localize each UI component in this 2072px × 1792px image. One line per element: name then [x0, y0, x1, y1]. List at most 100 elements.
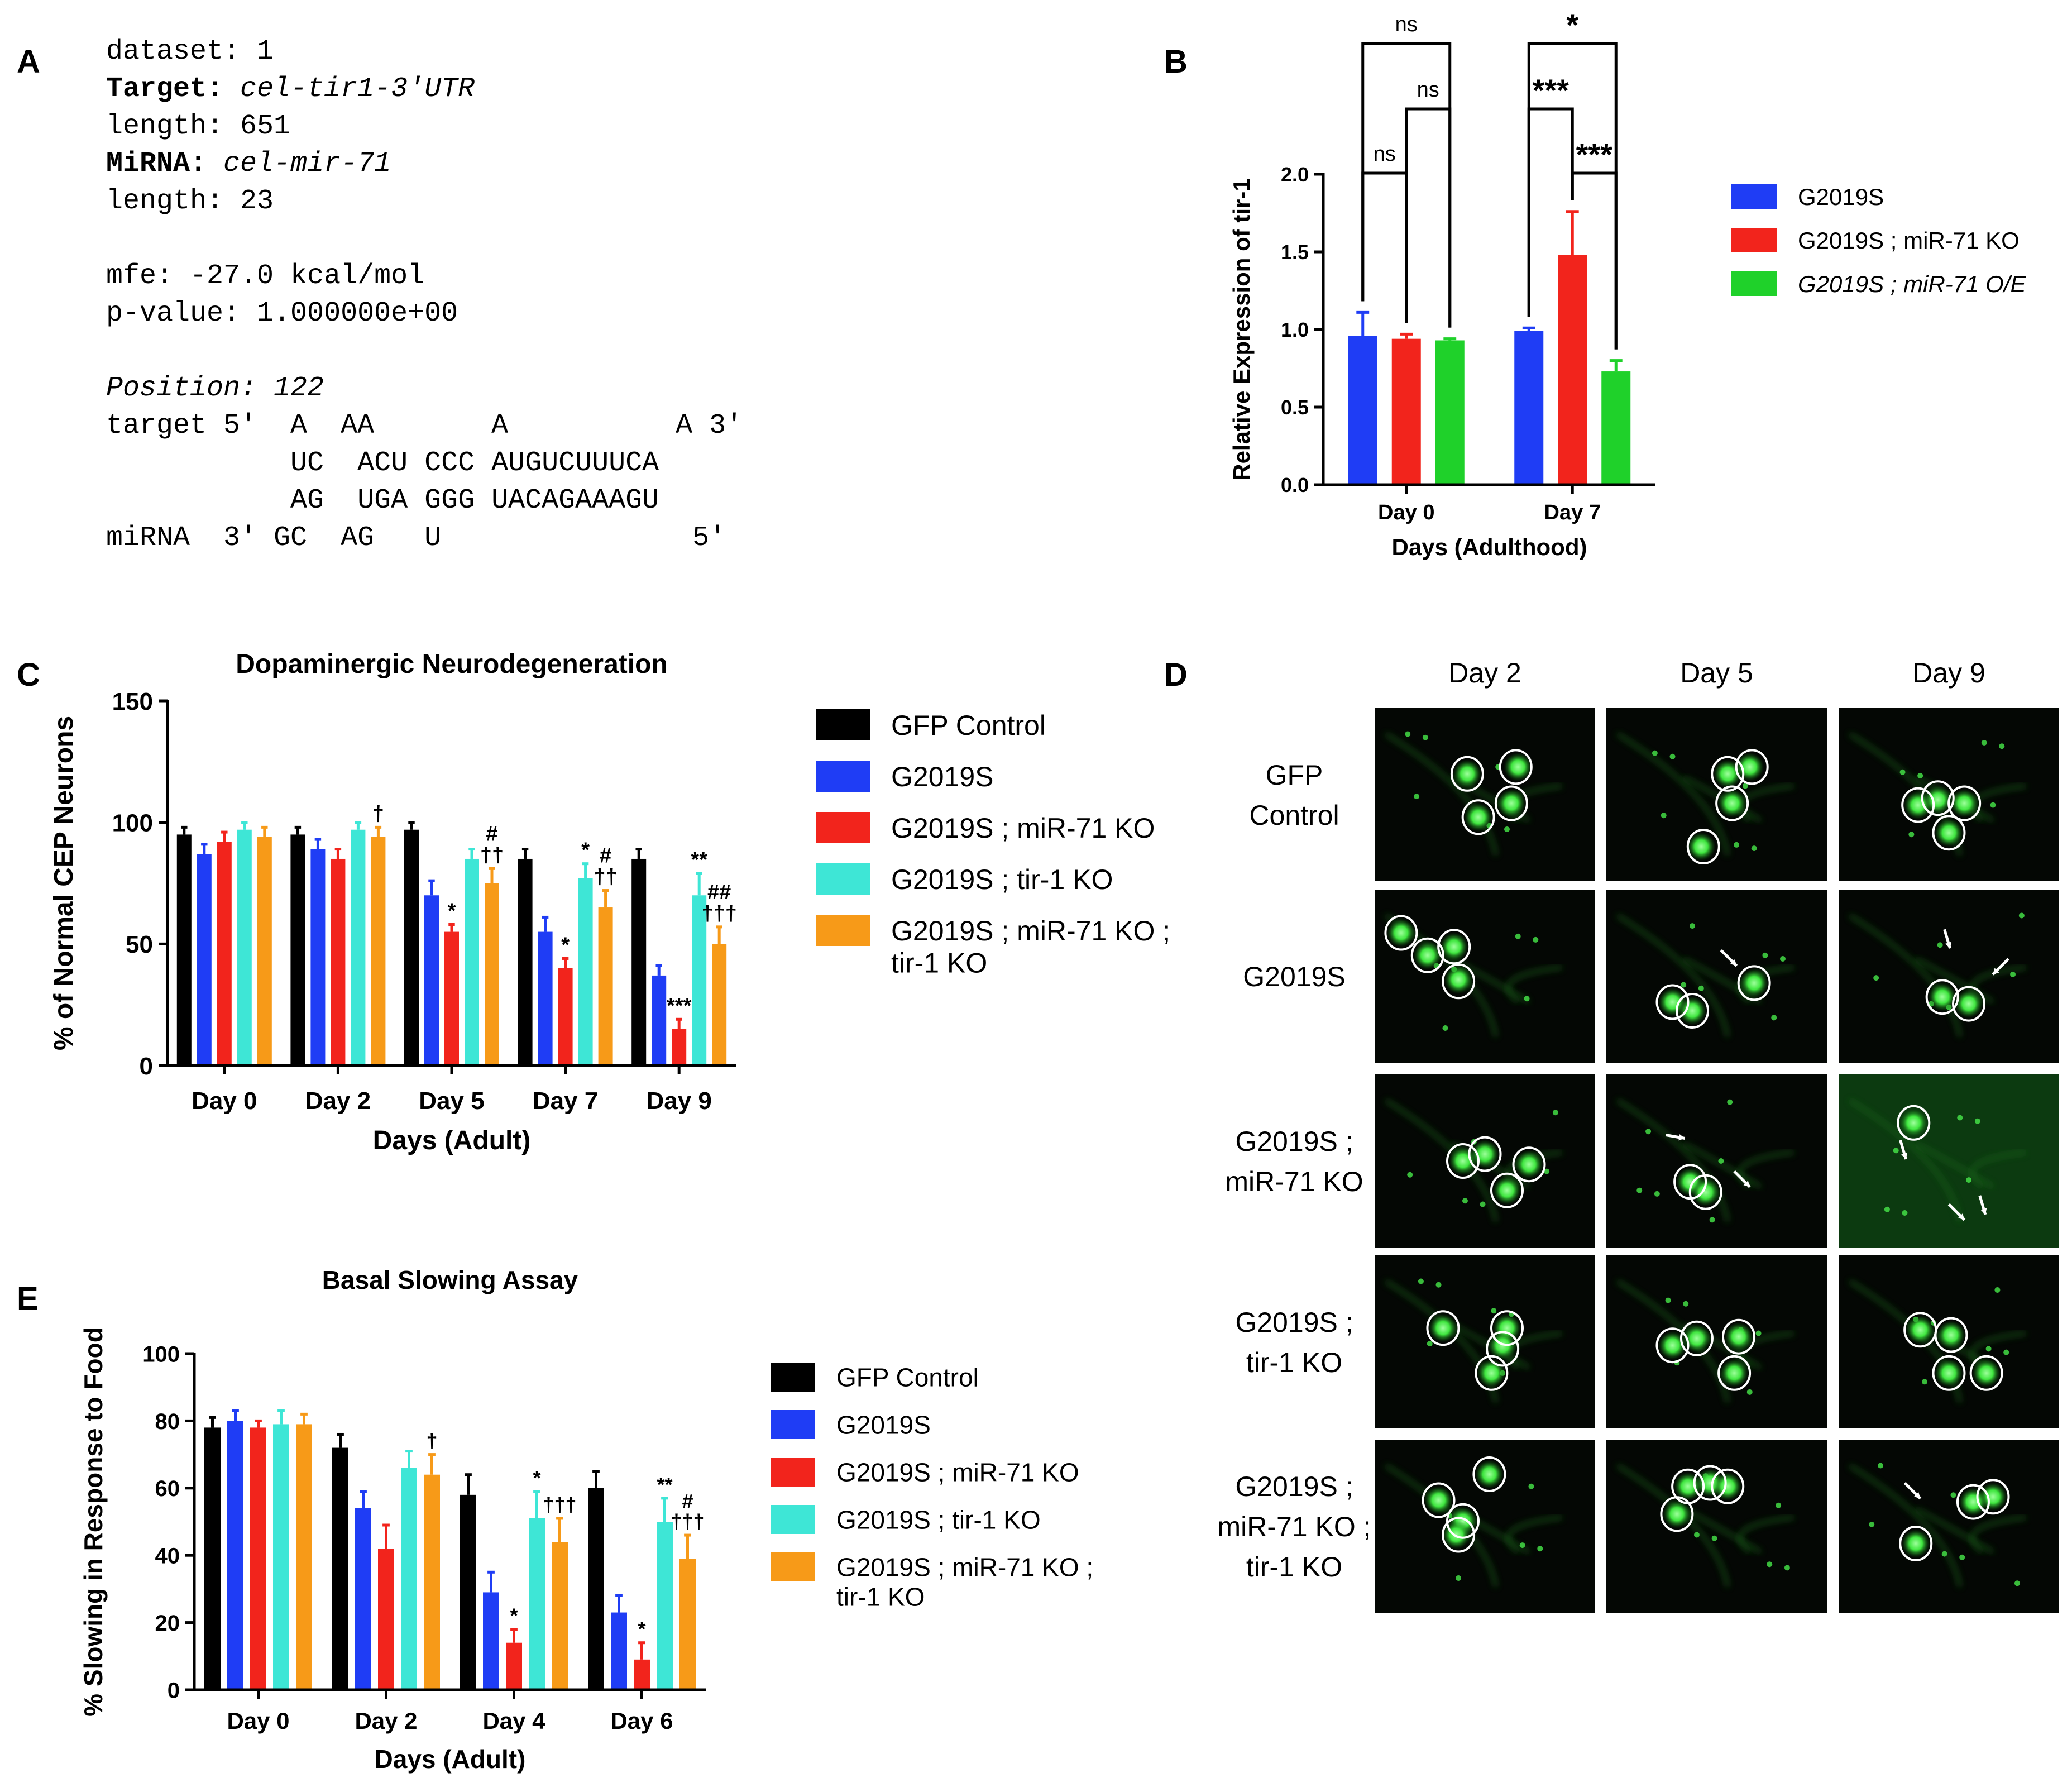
legend-label: G2019S ; miR-71 KO: [891, 813, 1155, 844]
legend-swatch: [1731, 184, 1777, 209]
legend-swatch: [816, 709, 870, 740]
puncta: [1893, 1148, 1899, 1154]
x-tick-label: Day 4: [482, 1708, 545, 1734]
puncta: [1718, 1158, 1724, 1164]
chart-title: Basal Slowing Assay: [322, 1265, 578, 1294]
bar: [1514, 331, 1544, 485]
puncta: [1709, 1217, 1715, 1223]
bar: [552, 1542, 568, 1690]
y-tick-label: 1.5: [1281, 241, 1309, 264]
puncta: [1957, 1115, 1963, 1121]
legend-swatch: [1731, 228, 1777, 252]
puncta: [1878, 1463, 1884, 1469]
micrograph: [1375, 1255, 1595, 1428]
bar: [483, 1592, 499, 1690]
bar: [355, 1508, 371, 1690]
puncta: [1966, 1177, 1972, 1183]
arrowhead-icon: [1980, 1208, 1987, 1215]
x-tick-label: Day 0: [1378, 501, 1434, 524]
legend-swatch: [816, 863, 870, 895]
y-tick-label: 50: [126, 931, 153, 958]
neuron-circle: [1461, 799, 1495, 835]
neuron-circle: [1384, 915, 1418, 951]
neuron-circle: [1897, 1105, 1931, 1141]
significance-label: *: [1566, 7, 1578, 42]
sequence-line: AG UGA GGG UACAGAAAGU: [106, 485, 659, 517]
puncta: [1519, 1542, 1525, 1549]
micrograph: [1606, 890, 1827, 1063]
bar: [176, 834, 192, 1065]
row-label: G2019S: [1243, 961, 1345, 992]
neuron-soma: [1470, 1139, 1500, 1169]
puncta: [1544, 1168, 1550, 1174]
y-tick-label: 0.0: [1281, 474, 1309, 496]
x-axis-label: Days (Adult): [373, 1126, 531, 1155]
puncta: [1693, 1532, 1700, 1538]
y-tick-label: 60: [155, 1476, 180, 1501]
row-label: GFP: [1266, 759, 1323, 791]
arrowhead-icon: [1913, 1492, 1921, 1499]
bar: [331, 858, 346, 1065]
puncta: [1528, 1483, 1534, 1489]
sequence-line: Target: cel-tir1-3'UTR: [106, 73, 475, 105]
neuron-circle: [1676, 993, 1710, 1029]
puncta: [1690, 923, 1696, 929]
bar: [679, 1559, 696, 1690]
neuron-soma: [1658, 1331, 1687, 1360]
micrograph: [1839, 1440, 2059, 1613]
neuron-circle: [1490, 1310, 1524, 1346]
neurite: [1616, 732, 1730, 856]
panel-a-sequence-alignment: dataset: 1 Target: cel-tir1-3'UTR length: …: [106, 36, 743, 554]
puncta: [1645, 1129, 1652, 1135]
puncta: [1435, 1282, 1442, 1288]
neuron-circle: [1490, 1172, 1524, 1208]
row-label: tir-1 KO: [1246, 1347, 1342, 1378]
micrograph: [1839, 1074, 2059, 1248]
y-tick-label: 100: [112, 810, 153, 837]
legend-swatch: [771, 1458, 815, 1487]
legend-label-line: tir-1 KO: [891, 948, 987, 979]
legend-label-line: G2019S ; miR-71 KO ;: [891, 915, 1170, 947]
significance-bracket: [1361, 171, 1408, 323]
bar: [657, 1522, 673, 1690]
neurite: [1849, 1098, 1962, 1222]
neuron-circle: [1494, 785, 1528, 821]
legend-label: G2019S ; miR-71 KO: [1798, 227, 2020, 254]
sequence-text: length: 23: [106, 185, 274, 217]
neurite: [1849, 914, 1962, 1038]
neuron-soma: [1477, 1358, 1506, 1388]
bar: [296, 1424, 312, 1690]
neuron-soma: [1720, 1358, 1749, 1388]
significance-label: ns: [1374, 142, 1396, 166]
x-tick-label: Day 6: [610, 1708, 673, 1734]
puncta: [1990, 802, 1996, 808]
neurite: [1915, 1142, 1994, 1189]
puncta: [1661, 813, 1667, 819]
bar: [401, 1468, 417, 1690]
puncta: [1681, 982, 1687, 988]
micrograph: [1606, 708, 1827, 881]
significance-marker: †: [426, 1430, 437, 1452]
y-axis-label: % of Normal CEP Neurons: [49, 716, 79, 1050]
significance-marker: †††: [543, 1493, 576, 1516]
y-tick-label: 40: [155, 1544, 180, 1569]
sequence-line: length: 651: [106, 111, 290, 142]
puncta: [1654, 1191, 1660, 1197]
legend-swatch: [816, 812, 870, 843]
sequence-line: Position: 122: [106, 372, 324, 404]
significance-label: ns: [1395, 13, 1418, 36]
neuron-circle: [1686, 829, 1720, 864]
significance-marker: **: [691, 848, 707, 872]
neuron-soma: [1739, 968, 1769, 998]
neuron-circle: [1711, 756, 1745, 792]
significance-label: ***: [1576, 137, 1613, 172]
micrograph: [1375, 890, 1595, 1063]
puncta: [2014, 1580, 2020, 1586]
neuron-soma: [1691, 1177, 1720, 1207]
bar: [529, 1518, 545, 1690]
significance-marker: #: [682, 1490, 693, 1513]
puncta: [1491, 1308, 1497, 1314]
bar: [378, 1549, 394, 1690]
